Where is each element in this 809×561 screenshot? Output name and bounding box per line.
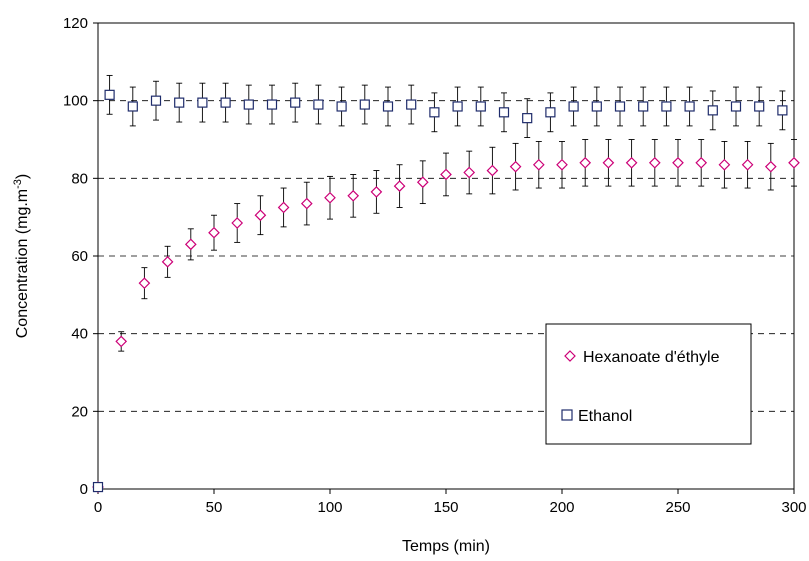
data-point-square: [243, 99, 254, 110]
legend-label-hexanoate: Hexanoate d'éthyle: [583, 349, 720, 366]
data-point-diamond: [579, 156, 592, 169]
x-tick-label: 250: [665, 499, 690, 516]
series-0: [92, 139, 800, 493]
data-point-square: [429, 107, 440, 118]
data-point-square: [127, 101, 138, 112]
series-1: [92, 74, 788, 493]
y-axis-title-superscript: -3: [12, 179, 24, 189]
x-tick-label: 300: [781, 499, 806, 516]
data-point-diamond: [672, 156, 684, 169]
data-point-square: [313, 99, 324, 110]
legend-marker-diamond: [564, 350, 576, 362]
data-point-square: [591, 101, 602, 112]
gridlines: [98, 100, 794, 412]
data-point-diamond: [486, 164, 499, 177]
data-point-square: [545, 107, 556, 118]
data-point-square: [730, 101, 742, 112]
x-axis: 0 50 100 150 200 250 300: [94, 489, 807, 516]
x-tick-label: 50: [206, 499, 223, 516]
data-point-square: [359, 99, 370, 110]
data-point-diamond: [625, 156, 638, 169]
data-point-square: [197, 97, 208, 108]
y-tick-label: 0: [80, 481, 88, 498]
legend-marker-square: [561, 409, 573, 421]
legend-item-hexanoate: Hexanoate d'éthyle: [564, 349, 720, 366]
legend-label-ethanol: Ethanol: [578, 408, 632, 425]
data-point-square: [475, 101, 486, 112]
y-axis-title-close: ): [14, 174, 31, 179]
data-point-diamond: [764, 160, 777, 173]
data-point-diamond: [602, 156, 615, 169]
data-point-diamond: [440, 168, 452, 181]
data-point-square: [92, 481, 104, 493]
data-point-square: [614, 101, 626, 112]
y-tick-label: 60: [71, 248, 88, 265]
data-point-diamond: [138, 277, 151, 290]
data-point-diamond: [741, 158, 754, 171]
data-point-square: [220, 97, 231, 108]
data-point-diamond: [416, 176, 429, 189]
data-point-diamond: [556, 158, 568, 171]
data-point-diamond: [347, 189, 360, 202]
data-point-square: [174, 97, 185, 108]
y-tick-label: 40: [71, 326, 88, 343]
data-point-diamond: [370, 186, 383, 198]
data-point-square: [638, 101, 649, 112]
data-point-square: [382, 101, 394, 112]
y-axis-title-main: Concentration (mg.m: [14, 189, 31, 338]
data-point-diamond: [532, 158, 545, 171]
data-point-square: [150, 95, 162, 106]
y-tick-label: 80: [71, 170, 88, 187]
data-point-diamond: [718, 158, 731, 171]
data-point-diamond: [115, 335, 128, 348]
legend-box: [545, 323, 752, 445]
data-point-diamond: [695, 156, 708, 169]
data-point-square: [568, 101, 579, 112]
data-point-diamond: [231, 217, 244, 229]
legend: Hexanoate d'éthyle Ethanol: [545, 323, 752, 445]
data-point-diamond: [648, 156, 661, 169]
data-point-square: [498, 107, 510, 118]
x-tick-label: 100: [317, 499, 342, 516]
y-axis-title: Concentration (mg.m-3): [12, 174, 31, 339]
data-point-square: [290, 97, 301, 108]
series-layer: [92, 74, 800, 493]
data-point-diamond: [184, 238, 197, 251]
y-axis: 0 20 40 60 80 100 120: [63, 15, 98, 498]
data-point-square: [104, 89, 115, 100]
x-tick-label: 200: [549, 499, 574, 516]
data-point-square: [684, 101, 695, 112]
data-point-square: [661, 101, 672, 112]
data-point-diamond: [300, 197, 313, 210]
data-point-diamond: [254, 209, 267, 222]
data-point-square: [266, 99, 278, 110]
data-point-diamond: [509, 160, 522, 173]
data-point-diamond: [208, 226, 220, 239]
y-tick-label: 100: [63, 93, 88, 110]
data-point-diamond: [788, 156, 800, 169]
data-point-diamond: [161, 255, 174, 268]
data-point-diamond: [393, 180, 406, 192]
data-point-square: [777, 105, 788, 116]
data-point-square: [336, 101, 347, 112]
data-point-diamond: [324, 191, 336, 204]
y-tick-label: 120: [63, 15, 88, 32]
data-point-square: [754, 101, 765, 112]
legend-item-ethanol: Ethanol: [561, 408, 632, 425]
data-point-diamond: [277, 201, 290, 214]
data-point-square: [707, 105, 718, 116]
data-point-square: [452, 101, 463, 112]
data-point-square: [406, 99, 417, 110]
data-point-square: [522, 113, 533, 124]
y-tick-label: 20: [71, 403, 88, 420]
x-axis-title: Temps (min): [402, 538, 490, 555]
x-tick-label: 0: [94, 499, 102, 516]
x-tick-label: 150: [433, 499, 458, 516]
data-point-diamond: [463, 166, 476, 179]
